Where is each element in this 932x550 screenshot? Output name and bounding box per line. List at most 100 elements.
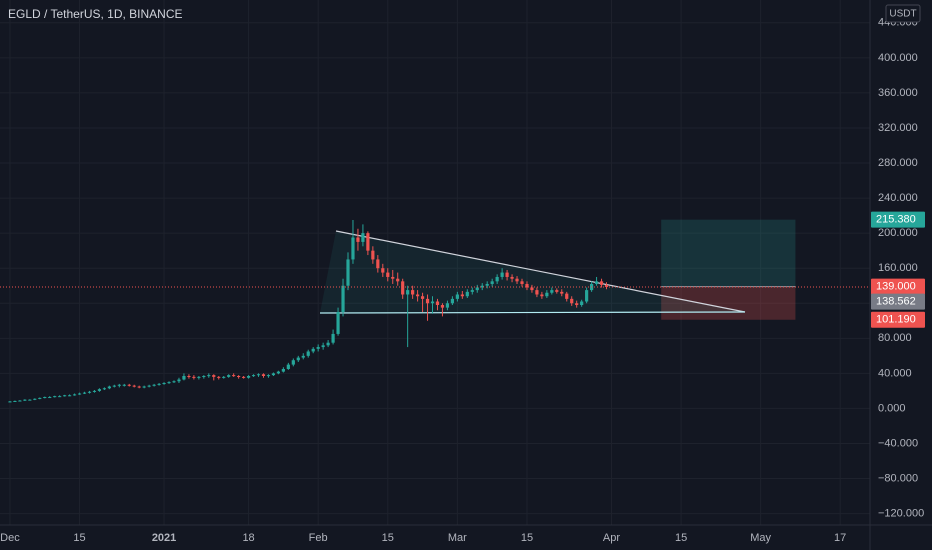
candle-body bbox=[361, 233, 365, 242]
triangle-lower-line bbox=[319, 311, 746, 314]
candle-body bbox=[331, 333, 335, 343]
x-tick-label: 15 bbox=[675, 532, 687, 544]
candle-body bbox=[505, 272, 509, 277]
entry-price-label-box bbox=[871, 278, 925, 295]
candle-body bbox=[251, 375, 256, 377]
y-tick-label: 320.000 bbox=[878, 122, 918, 134]
candle-body bbox=[246, 376, 251, 378]
candle-body bbox=[232, 375, 236, 377]
candle-body bbox=[87, 391, 92, 393]
y-tick-label: −40.000 bbox=[878, 437, 918, 449]
y-tick-label: 40.000 bbox=[878, 367, 912, 379]
candle-body bbox=[142, 386, 146, 388]
candles bbox=[0, 219, 870, 403]
candle-body bbox=[18, 400, 22, 402]
candle-body bbox=[58, 396, 62, 398]
candle-body bbox=[321, 345, 325, 348]
candle-body bbox=[227, 375, 231, 377]
candle-body bbox=[222, 376, 226, 378]
candle-body bbox=[604, 284, 609, 287]
candle-body bbox=[545, 292, 549, 297]
candle-body bbox=[316, 347, 320, 349]
candle-body bbox=[530, 287, 534, 291]
candle-body bbox=[53, 396, 57, 398]
candle-body bbox=[336, 312, 340, 334]
y-tick-label: 160.000 bbox=[878, 262, 918, 274]
candle-body bbox=[585, 290, 589, 302]
currency-label: USDT bbox=[889, 9, 916, 20]
candle-body bbox=[460, 294, 464, 297]
candle-body bbox=[346, 259, 350, 286]
candle-body bbox=[102, 388, 106, 390]
candle-body bbox=[296, 357, 300, 361]
candle-body bbox=[107, 386, 111, 389]
x-tick-label: 17 bbox=[834, 532, 846, 544]
candle-body bbox=[391, 276, 395, 279]
candle-body bbox=[570, 298, 574, 304]
candle-body bbox=[366, 233, 370, 251]
candle-body bbox=[261, 374, 266, 377]
candle-body bbox=[117, 384, 121, 386]
candle-body bbox=[68, 395, 72, 397]
candle-body bbox=[371, 250, 375, 260]
candle-body bbox=[197, 376, 201, 378]
symbol-title: EGLD / TetherUS, 1D, BINANCE bbox=[8, 7, 183, 21]
last-price-label-box bbox=[871, 293, 925, 310]
candle-body bbox=[495, 276, 499, 282]
candle-body bbox=[162, 383, 166, 385]
candle-body bbox=[242, 376, 246, 378]
candle-body bbox=[416, 294, 420, 297]
candle-body bbox=[326, 342, 330, 346]
y-tick-label: 200.000 bbox=[878, 227, 918, 239]
x-tick-label: 15 bbox=[382, 532, 394, 544]
candle-body bbox=[147, 385, 151, 387]
y-tick-label: 0.000 bbox=[878, 402, 906, 414]
candle-body bbox=[167, 382, 171, 384]
triangle-upper-line bbox=[335, 230, 746, 313]
candle-body bbox=[177, 379, 181, 382]
candle-body bbox=[485, 283, 489, 286]
candle-body bbox=[212, 375, 216, 377]
candle-body bbox=[440, 305, 445, 308]
candle-body bbox=[127, 384, 131, 386]
target-price-label: 215.380 bbox=[876, 214, 916, 226]
candle-body bbox=[291, 360, 295, 365]
candle-body bbox=[560, 291, 564, 294]
candle-body bbox=[515, 278, 519, 282]
candle-body bbox=[425, 298, 430, 304]
candle-body bbox=[202, 376, 206, 378]
x-tick-label: 2021 bbox=[152, 532, 176, 544]
candle-body bbox=[72, 394, 77, 396]
candle-body bbox=[182, 376, 186, 380]
candle-body bbox=[63, 395, 67, 397]
candle-body bbox=[406, 290, 410, 295]
candle-body bbox=[520, 281, 524, 284]
candle-body bbox=[266, 375, 271, 377]
y-tick-label: 80.000 bbox=[878, 332, 912, 344]
candle-body bbox=[28, 399, 32, 401]
stop-price-label-box bbox=[871, 311, 925, 328]
candle-body bbox=[77, 393, 82, 395]
x-tick-label: 15 bbox=[73, 532, 85, 544]
x-tick-label: 15 bbox=[521, 532, 533, 544]
y-tick-label: −120.000 bbox=[878, 508, 924, 520]
candle-body bbox=[510, 276, 514, 279]
candle-body bbox=[420, 296, 425, 299]
candle-body bbox=[555, 290, 559, 292]
candle-body bbox=[356, 237, 360, 242]
candle-body bbox=[192, 376, 196, 378]
candle-body bbox=[97, 389, 102, 391]
candle-body bbox=[376, 259, 380, 269]
candle-body bbox=[82, 392, 87, 394]
candle-body bbox=[500, 272, 504, 277]
candle-body bbox=[207, 375, 211, 377]
candle-body bbox=[256, 374, 261, 376]
candle-body bbox=[43, 397, 47, 399]
candle-body bbox=[525, 283, 529, 288]
candle-body bbox=[157, 383, 161, 385]
candle-body bbox=[430, 301, 435, 304]
currency-box[interactable] bbox=[885, 4, 921, 23]
candle-body bbox=[311, 348, 315, 352]
